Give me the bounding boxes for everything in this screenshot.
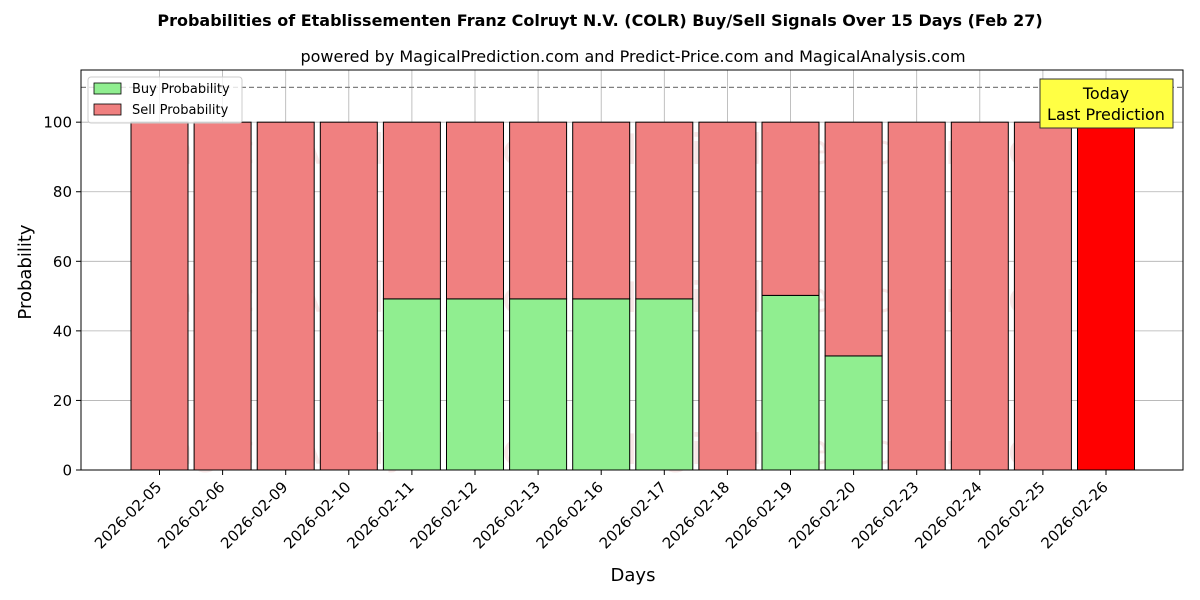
bar-sell [509, 121, 568, 300]
x-tick-label: 2026-02-12 [406, 478, 480, 552]
y-tick-label: 0 [62, 462, 72, 480]
x-axis: 2026-02-052026-02-062026-02-092026-02-10… [91, 470, 1112, 552]
x-tick-label: 2026-02-11 [343, 478, 417, 552]
y-axis-label: Probability [15, 224, 36, 319]
bar-sell-highlight [1077, 121, 1135, 471]
x-tick-label: 2026-02-24 [911, 478, 985, 552]
bar-sell [256, 121, 315, 471]
bar-buy [824, 355, 883, 471]
bar-sell [193, 121, 252, 471]
bar-sell [446, 121, 504, 300]
bar-sell [887, 121, 946, 471]
bar-buy [446, 298, 504, 471]
bar-sell [130, 121, 189, 471]
legend-frame [87, 76, 243, 124]
bar-buy [509, 298, 568, 471]
x-tick-label: 2026-02-17 [596, 478, 670, 552]
x-tick-label: 2026-02-09 [217, 478, 291, 552]
legend-swatch-sell [93, 103, 122, 116]
x-tick-label: 2026-02-05 [91, 478, 165, 552]
today-annotation: Today Last Prediction [1039, 78, 1174, 129]
bar-sell [635, 121, 694, 300]
legend-label-buy: Buy Probability [132, 82, 230, 97]
today-annotation-line1: Today [1082, 84, 1129, 103]
x-tick-label: 2026-02-25 [974, 478, 1048, 552]
y-tick-label: 80 [53, 183, 72, 201]
bar-sell [761, 121, 820, 296]
bar-buy [382, 298, 441, 471]
bar-sell [950, 121, 1009, 471]
bar-sell [382, 121, 441, 300]
legend-swatch-buy [93, 82, 122, 95]
today-annotation-box [1039, 78, 1174, 129]
x-tick-label: 2026-02-13 [470, 478, 544, 552]
chart-title: Probabilities of Etablissementen Franz C… [157, 11, 1042, 30]
bar-sell [698, 121, 757, 471]
y-tick-label: 60 [53, 253, 72, 271]
y-tick-label: 20 [53, 392, 72, 410]
bar-sell [572, 121, 631, 300]
x-tick-label: 2026-02-06 [154, 478, 228, 552]
x-tick-label: 2026-02-18 [659, 478, 733, 552]
plot-frame [80, 69, 1184, 471]
y-axis: 0 20 40 60 80 100 [43, 114, 81, 480]
x-tick-label: 2026-02-10 [280, 478, 354, 552]
bar-buy [635, 298, 694, 471]
bar-buy [572, 298, 631, 471]
x-tick-label: 2026-02-26 [1037, 478, 1111, 552]
bar-sell [1013, 121, 1072, 471]
y-tick-label: 40 [53, 322, 72, 340]
x-axis-label: Days [611, 565, 656, 586]
x-tick-label: 2026-02-19 [722, 478, 796, 552]
today-annotation-line2: Last Prediction [1047, 105, 1165, 124]
x-tick-label: 2026-02-23 [848, 478, 922, 552]
legend: Buy Probability Sell Probability [87, 76, 243, 124]
y-tick-label: 100 [43, 114, 72, 132]
x-tick-label: 2026-02-16 [533, 478, 607, 552]
x-tick-label: 2026-02-20 [785, 478, 859, 552]
bars [130, 121, 1135, 471]
bar-sell [319, 121, 378, 471]
bar-sell [824, 121, 883, 357]
legend-label-sell: Sell Probability [132, 103, 229, 118]
bar-buy [761, 294, 820, 471]
chart-subtitle: powered by MagicalPrediction.com and Pre… [300, 47, 965, 66]
